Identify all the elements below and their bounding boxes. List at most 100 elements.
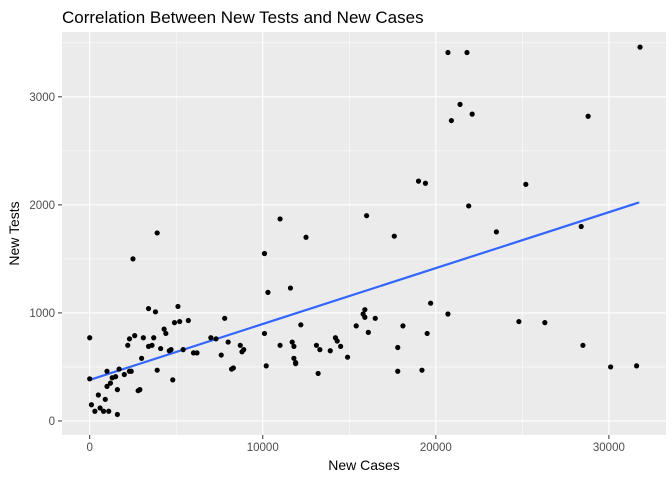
data-point <box>372 315 378 321</box>
data-point <box>161 326 167 332</box>
x-tick-label: 10000 <box>247 442 279 454</box>
data-point <box>139 355 145 361</box>
data-point <box>277 342 283 348</box>
data-point <box>154 367 160 373</box>
data-point <box>585 113 591 119</box>
data-point <box>289 339 295 345</box>
data-point <box>362 307 368 313</box>
data-point <box>363 213 370 219</box>
data-point <box>633 363 640 369</box>
data-points <box>87 44 643 418</box>
x-tick-label: 20000 <box>420 442 452 454</box>
data-point <box>291 355 297 361</box>
x-axis-ticks: 0 10000 20000 30000 <box>86 435 625 454</box>
data-point <box>87 376 93 382</box>
data-point <box>158 345 164 352</box>
data-point <box>298 322 304 328</box>
data-point <box>493 229 499 235</box>
data-point <box>194 350 200 356</box>
data-point <box>261 330 268 337</box>
data-point <box>395 344 401 351</box>
data-point <box>132 333 138 339</box>
data-point <box>137 387 143 393</box>
y-axis-ticks: 0 1000 2000 3000 <box>29 92 62 428</box>
data-point <box>130 256 136 262</box>
data-point <box>145 305 152 312</box>
data-point <box>163 330 169 337</box>
data-point <box>102 396 108 402</box>
data-point <box>114 411 120 418</box>
data-point <box>469 111 475 117</box>
y-tick-label: 3000 <box>29 92 55 104</box>
data-point <box>523 181 529 187</box>
y-tick-label: 0 <box>49 416 55 428</box>
data-point <box>113 374 119 380</box>
y-tick-label: 1000 <box>29 308 55 320</box>
data-point <box>230 365 236 371</box>
data-point <box>114 387 120 393</box>
data-point <box>334 338 340 344</box>
x-axis-title: New Cases <box>328 457 400 473</box>
data-point <box>327 348 333 354</box>
data-point <box>608 364 614 370</box>
data-point <box>365 329 371 335</box>
data-point <box>128 368 134 374</box>
y-axis-title: New Tests <box>6 201 22 265</box>
data-point <box>154 230 160 236</box>
data-point <box>464 49 470 56</box>
data-point <box>237 342 243 348</box>
data-point <box>175 303 181 310</box>
x-tick-label: 0 <box>86 442 92 454</box>
data-point <box>88 402 95 408</box>
data-point <box>291 343 297 350</box>
data-point <box>303 234 309 240</box>
data-point <box>100 408 107 414</box>
data-point <box>419 367 425 373</box>
data-point <box>213 336 219 342</box>
y-tick-label: 2000 <box>29 200 55 212</box>
data-point <box>218 352 224 358</box>
data-point <box>208 335 214 341</box>
data-point <box>152 309 159 315</box>
data-point <box>95 392 101 398</box>
data-point <box>265 289 271 295</box>
data-point <box>637 44 643 50</box>
data-point <box>277 216 283 222</box>
data-point <box>170 377 176 383</box>
data-point <box>338 343 344 350</box>
data-point <box>121 371 127 378</box>
data-point <box>580 342 586 348</box>
data-point <box>287 285 294 291</box>
data-point <box>180 347 186 353</box>
data-point <box>445 311 451 317</box>
x-tick-label: 30000 <box>593 442 625 454</box>
data-point <box>362 314 368 320</box>
data-point <box>400 323 406 329</box>
data-point <box>222 315 228 321</box>
data-point <box>542 320 548 326</box>
data-point <box>185 317 191 324</box>
data-point <box>149 342 155 348</box>
data-point <box>293 361 299 367</box>
data-point <box>424 330 430 337</box>
data-point <box>263 363 269 369</box>
data-point <box>313 342 320 348</box>
data-point <box>177 318 183 325</box>
data-point <box>261 250 268 257</box>
data-point <box>87 335 93 341</box>
plot-panel <box>62 32 666 435</box>
data-point <box>315 370 321 377</box>
data-point <box>445 49 451 56</box>
data-point <box>140 335 146 341</box>
data-point <box>457 101 463 107</box>
data-point <box>116 366 122 372</box>
data-point <box>466 203 472 209</box>
data-point <box>225 339 231 345</box>
data-point <box>395 368 401 374</box>
data-point <box>391 233 397 239</box>
data-point <box>125 342 131 348</box>
data-point <box>107 380 114 386</box>
data-point <box>317 347 323 353</box>
data-point <box>104 383 110 389</box>
